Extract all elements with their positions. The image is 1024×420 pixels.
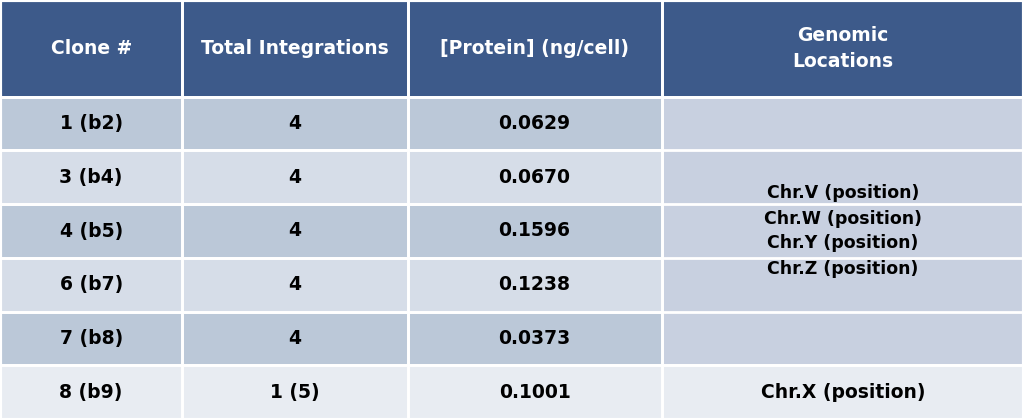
Text: 1 (5): 1 (5)	[270, 383, 319, 402]
Bar	[408, 312, 662, 365]
Bar	[182, 0, 408, 97]
Bar	[662, 0, 1024, 97]
Bar	[408, 258, 662, 312]
Text: 0.1001: 0.1001	[499, 383, 570, 402]
Text: Genomic
Locations: Genomic Locations	[793, 26, 893, 71]
Text: 4: 4	[289, 168, 301, 187]
Bar	[0, 365, 182, 419]
Text: 4: 4	[289, 221, 301, 241]
Bar	[662, 97, 1024, 365]
Text: 4: 4	[289, 329, 301, 348]
Text: 0.0629: 0.0629	[499, 114, 570, 133]
Bar	[182, 97, 408, 150]
Text: Chr.V (position)
Chr.W (position)
Chr.Y (position)
Chr.Z (position): Chr.V (position) Chr.W (position) Chr.Y …	[764, 184, 922, 278]
Bar	[182, 365, 408, 419]
Bar	[408, 150, 662, 204]
Text: 0.0670: 0.0670	[499, 168, 570, 187]
Bar	[0, 312, 182, 365]
Text: 0.0373: 0.0373	[499, 329, 570, 348]
Text: 0.1596: 0.1596	[499, 221, 570, 241]
Bar	[0, 150, 182, 204]
Bar	[0, 97, 182, 150]
Text: Chr.X (position): Chr.X (position)	[761, 383, 925, 402]
Bar	[408, 365, 662, 419]
Text: 7 (b8): 7 (b8)	[59, 329, 123, 348]
Text: 3 (b4): 3 (b4)	[59, 168, 123, 187]
Bar	[408, 0, 662, 97]
Text: 0.1238: 0.1238	[499, 275, 570, 294]
Bar	[408, 204, 662, 258]
Bar	[182, 258, 408, 312]
Text: 4: 4	[289, 275, 301, 294]
Bar	[0, 204, 182, 258]
Bar	[182, 312, 408, 365]
Text: Total Integrations: Total Integrations	[201, 39, 389, 58]
Text: 4: 4	[289, 114, 301, 133]
Text: Clone #: Clone #	[50, 39, 132, 58]
Text: [Protein] (ng/cell): [Protein] (ng/cell)	[440, 39, 629, 58]
Text: 4 (b5): 4 (b5)	[59, 221, 123, 241]
Bar	[662, 365, 1024, 419]
Bar	[408, 97, 662, 150]
Bar	[0, 0, 182, 97]
Bar	[182, 150, 408, 204]
Bar	[182, 204, 408, 258]
Text: 6 (b7): 6 (b7)	[59, 275, 123, 294]
Text: 1 (b2): 1 (b2)	[59, 114, 123, 133]
Bar	[0, 258, 182, 312]
Text: 8 (b9): 8 (b9)	[59, 383, 123, 402]
